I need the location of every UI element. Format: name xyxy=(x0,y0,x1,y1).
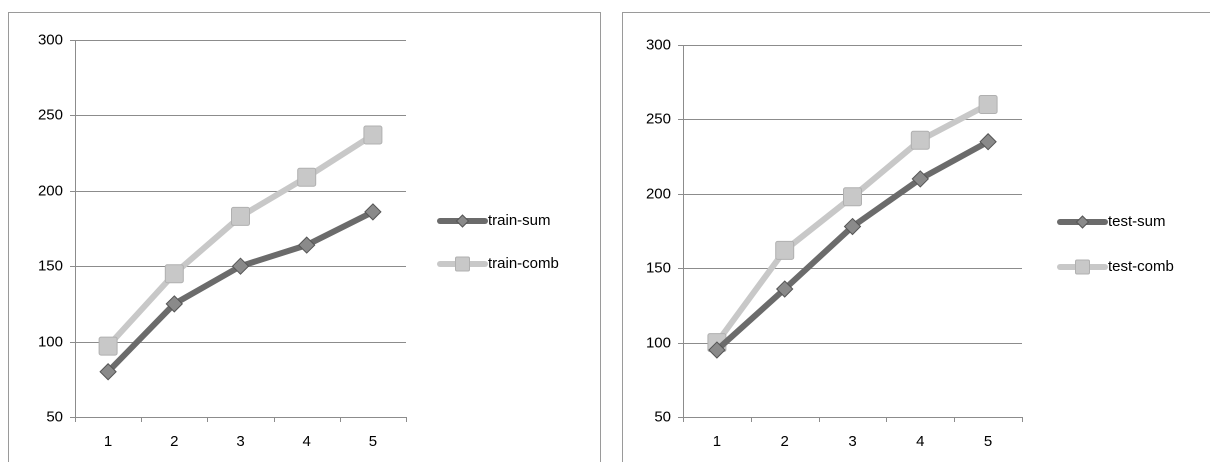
data-point-train-sum xyxy=(231,257,250,275)
legend-label-train-sum: train-sum xyxy=(488,212,551,229)
y-tick-label: 150 xyxy=(646,259,671,276)
y-tick-label: 250 xyxy=(38,106,63,123)
chart-frame xyxy=(622,12,1210,462)
test-chart: 50 100 150 200 250 300 1 2 3 4 5 test-sum test-comb xyxy=(622,12,1210,462)
data-point-test-sum xyxy=(775,280,794,298)
legend-label-train-comb: train-comb xyxy=(488,255,559,272)
y-tick-label: 100 xyxy=(646,334,671,351)
x-tick-label: 4 xyxy=(303,433,311,450)
y-tick-label: 300 xyxy=(646,36,671,53)
data-point-train-sum xyxy=(99,363,117,381)
data-point-train-comb xyxy=(98,336,118,356)
data-point-test-sum xyxy=(979,133,997,151)
y-tick-label: 100 xyxy=(38,333,63,350)
legend-marker-square xyxy=(1075,259,1090,275)
data-point-train-sum xyxy=(297,236,316,254)
y-tick-label: 200 xyxy=(646,185,671,202)
data-point-test-comb xyxy=(843,187,862,207)
data-point-test-comb xyxy=(775,240,795,260)
legend-label-test-comb: test-comb xyxy=(1108,258,1174,275)
y-tick-label: 150 xyxy=(38,257,63,274)
data-point-train-comb xyxy=(297,167,317,187)
train-chart: 50 100 150 200 250 300 1 2 3 4 5 train-sum train-com… xyxy=(8,12,601,462)
y-tick-label: 200 xyxy=(38,182,63,199)
y-tick-label: 50 xyxy=(654,408,671,425)
y-tick-label: 50 xyxy=(46,408,63,425)
series-line-train-comb xyxy=(105,132,376,350)
x-tick-label: 4 xyxy=(916,433,924,450)
series-line-train-sum xyxy=(105,208,376,375)
data-point-test-comb xyxy=(978,95,998,115)
x-tick-label: 2 xyxy=(170,433,178,450)
legend-marker-diamond xyxy=(455,214,470,228)
x-tick-label: 3 xyxy=(848,433,856,450)
data-point-train-comb xyxy=(363,125,383,145)
legend-marker-square xyxy=(455,256,470,272)
data-point-train-sum xyxy=(165,295,184,313)
data-point-test-sum xyxy=(708,341,726,359)
x-tick-label: 5 xyxy=(369,433,377,450)
legend-label-test-sum: test-sum xyxy=(1108,213,1166,230)
y-tick-label: 300 xyxy=(38,31,63,48)
data-point-test-sum xyxy=(911,170,930,188)
data-point-train-comb xyxy=(231,206,250,226)
series-line-test-sum xyxy=(713,138,992,354)
chart-frame xyxy=(8,12,601,462)
legend-marker-diamond xyxy=(1075,215,1090,229)
y-tick-label: 250 xyxy=(646,110,671,127)
x-tick-label: 5 xyxy=(984,433,992,450)
x-tick-label: 3 xyxy=(236,433,244,450)
x-tick-label: 1 xyxy=(104,433,112,450)
data-point-train-sum xyxy=(364,203,382,221)
x-tick-label: 2 xyxy=(781,433,789,450)
data-point-test-sum xyxy=(843,217,862,236)
x-tick-label: 1 xyxy=(713,433,721,450)
data-point-train-comb xyxy=(164,264,184,284)
data-point-test-comb xyxy=(910,130,930,150)
